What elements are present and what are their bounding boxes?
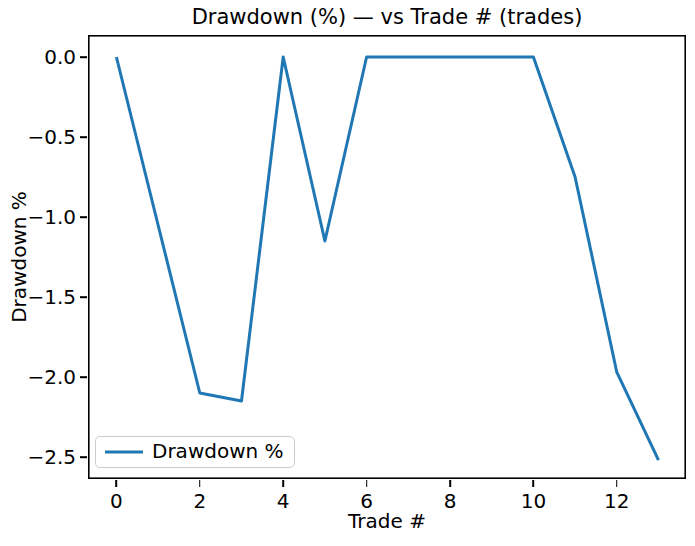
x-tick-mark [116,480,118,487]
y-tick-label: −0.5 [4,127,76,147]
x-tick-mark [533,480,535,487]
y-tick-label: −2.0 [4,367,76,387]
line-chart-svg [88,35,686,479]
y-tick-mark [80,56,87,58]
drawdown-line [116,57,658,460]
x-tick-mark [199,480,201,487]
x-tick-mark [449,480,451,487]
x-tick-label: 2 [193,491,206,511]
axes-frame [89,36,685,478]
x-tick-mark [616,480,618,487]
x-tick-label: 6 [360,491,373,511]
y-tick-label: −1.0 [4,207,76,227]
x-tick-label: 10 [521,491,546,511]
x-axis-label: Trade # [88,510,686,532]
y-tick-mark [80,136,87,138]
plot-area: 0246810120.0−0.5−1.0−1.5−2.0−2.5 Drawdow… [88,35,686,479]
y-tick-label: −1.5 [4,287,76,307]
y-tick-label: 0.0 [4,47,76,67]
y-tick-label: −2.5 [4,447,76,467]
y-tick-mark [80,456,87,458]
y-tick-mark [80,216,87,218]
chart-title: Drawdown (%) — vs Trade # (trades) [88,6,686,29]
legend-label: Drawdown % [152,440,284,463]
legend-line-sample [105,449,143,455]
x-tick-label: 4 [277,491,290,511]
figure-canvas: Drawdown (%) — vs Trade # (trades) Drawd… [0,0,695,546]
y-tick-mark [80,296,87,298]
x-tick-label: 0 [110,491,123,511]
legend: Drawdown % [95,436,295,468]
y-tick-mark [80,376,87,378]
x-tick-mark [282,480,284,487]
x-tick-label: 12 [604,491,629,511]
x-tick-label: 8 [444,491,457,511]
x-tick-mark [366,480,368,487]
